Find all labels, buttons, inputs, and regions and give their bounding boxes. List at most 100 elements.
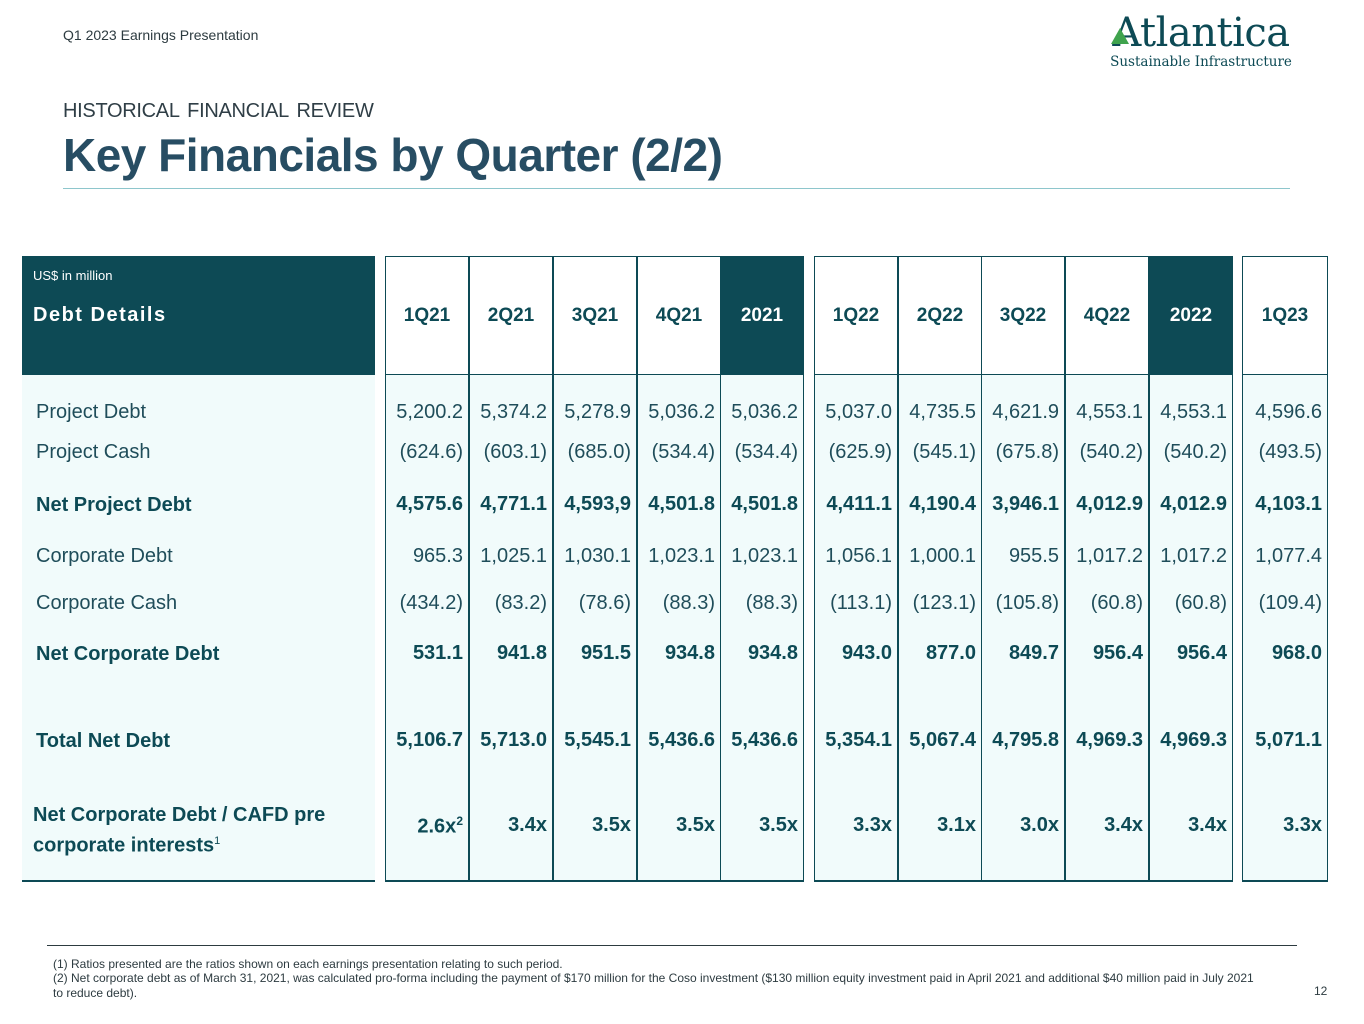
footnote-divider bbox=[47, 945, 1297, 946]
footnote-1: (1) Ratios presented are the ratios show… bbox=[53, 957, 563, 971]
table-cell: 955.5 bbox=[1008, 545, 1059, 567]
title-divider bbox=[63, 188, 1290, 189]
logo-wordmark: Atlantica bbox=[1111, 10, 1290, 56]
column-body: 5,278.9 (685.0) 4,593,9 1,030.1 (78.6) 951.5 5… bbox=[553, 375, 637, 882]
column-4q22: 4Q22 4,553.1 (540.2) 4,012.9 1,017.2 (60.8) 95… bbox=[1065, 256, 1149, 882]
table-cell: 1,025.1 bbox=[480, 545, 547, 567]
column-header: 4Q21 bbox=[637, 256, 721, 375]
table-cell: 3.5x bbox=[592, 814, 631, 836]
table-cell: 2.6x2 bbox=[417, 814, 463, 838]
row-label-project-debt: Project Debt bbox=[36, 401, 147, 423]
table-cell: (105.8) bbox=[995, 592, 1059, 614]
table-cell: (624.6) bbox=[399, 441, 463, 463]
table-cell: 3.3x bbox=[853, 814, 892, 836]
table-cell: 5,545.1 bbox=[564, 729, 631, 751]
table-cell: (123.1) bbox=[912, 592, 976, 614]
table-cell: 4,969.3 bbox=[1076, 729, 1143, 751]
table-cell: (60.8) bbox=[1090, 592, 1143, 614]
column-2q22: 2Q22 4,735.5 (545.1) 4,190.4 1,000.1 (123.1) 8… bbox=[898, 256, 982, 882]
table-cell: 5,436.6 bbox=[648, 729, 715, 751]
column-4q21: 4Q21 5,036.2 (534.4) 4,501.8 1,023.1 (88.3) 93… bbox=[637, 256, 721, 882]
table-header-label: US$ in million Debt Details bbox=[22, 256, 375, 375]
column-1q22: 1Q22 5,037.0 (625.9) 4,411.1 1,056.1 (113.1) 9… bbox=[814, 256, 898, 882]
table-cell: 934.8 bbox=[664, 642, 715, 664]
table-cell: 941.8 bbox=[496, 642, 547, 664]
column-3q21: 3Q21 5,278.9 (685.0) 4,593,9 1,030.1 (78.6) 95… bbox=[553, 256, 637, 882]
table-cell: 943.0 bbox=[841, 642, 892, 664]
table-cell: 1,017.2 bbox=[1076, 545, 1143, 567]
table-cell: (60.8) bbox=[1174, 592, 1227, 614]
table-cell: (113.1) bbox=[830, 592, 892, 614]
column-1q21: 1Q21 5,200.2 (624.6) 4,575.6 965.3 (434.2) 531… bbox=[385, 256, 469, 882]
column-body: 5,374.2 (603.1) 4,771.1 1,025.1 (83.2) 941.8 5… bbox=[469, 375, 553, 882]
row-label-net-corporate-debt: Net Corporate Debt bbox=[36, 643, 220, 665]
table-cell: 951.5 bbox=[580, 642, 631, 664]
table-cell: 1,023.1 bbox=[731, 545, 798, 567]
table-cell: 5,200.2 bbox=[396, 401, 463, 423]
table-cell: 5,067.4 bbox=[909, 729, 976, 751]
logo-triangle-icon bbox=[1111, 28, 1129, 44]
column-3q22: 3Q22 4,621.9 (675.8) 3,946.1 955.5 (105.8) 849… bbox=[981, 256, 1065, 882]
table-cell: 3.5x bbox=[759, 814, 798, 836]
table-cell: 3,946.1 bbox=[992, 493, 1059, 515]
table-cell: 1,056.1 bbox=[825, 545, 892, 567]
table-cell: 3.4x bbox=[508, 814, 547, 836]
column-header: 1Q23 bbox=[1242, 256, 1328, 375]
column-header: 2Q22 bbox=[898, 256, 982, 375]
table-cell: 5,436.6 bbox=[731, 729, 798, 751]
column-body: 4,621.9 (675.8) 3,946.1 955.5 (105.8) 849.7 4,… bbox=[981, 375, 1065, 882]
table-cell: 4,012.9 bbox=[1160, 493, 1227, 515]
table-cell: (545.1) bbox=[912, 441, 976, 463]
page-number: 12 bbox=[1314, 984, 1328, 998]
table-cell: 956.4 bbox=[1176, 642, 1227, 664]
column-header: 3Q22 bbox=[981, 256, 1065, 375]
table-cell: (88.3) bbox=[745, 592, 798, 614]
table-cell: 877.0 bbox=[925, 642, 976, 664]
table-cell: 1,030.1 bbox=[564, 545, 631, 567]
column-header: 2Q21 bbox=[469, 256, 553, 375]
table-cell: (493.5) bbox=[1258, 441, 1322, 463]
table-cell: 5,354.1 bbox=[825, 729, 892, 751]
column-body: 5,036.2 (534.4) 4,501.8 1,023.1 (88.3) 934.8 5… bbox=[720, 375, 804, 882]
section-label: HISTORICAL FINANCIAL REVIEW bbox=[63, 100, 374, 122]
row-label-project-cash: Project Cash bbox=[36, 441, 151, 463]
table-cell: 3.4x bbox=[1104, 814, 1143, 836]
table-cell: 4,411.1 bbox=[826, 493, 892, 515]
table-cell: 3.3x bbox=[1283, 814, 1322, 836]
column-header: 1Q21 bbox=[385, 256, 469, 375]
table-cell: (540.2) bbox=[1079, 441, 1143, 463]
table-cell: 4,771.1 bbox=[480, 493, 547, 515]
table-cell: 3.4x bbox=[1188, 814, 1227, 836]
table-cell: 5,106.7 bbox=[396, 729, 463, 751]
table-cell: (603.1) bbox=[483, 441, 547, 463]
table-cell: 4,103.1 bbox=[1255, 493, 1322, 515]
column-2q21: 2Q21 5,374.2 (603.1) 4,771.1 1,025.1 (83.2) 94… bbox=[469, 256, 553, 882]
table-cell: (88.3) bbox=[662, 592, 715, 614]
table-title: Debt Details bbox=[33, 304, 167, 326]
footnote-ref: 2 bbox=[456, 814, 463, 828]
table-cell: 4,735.5 bbox=[909, 401, 976, 423]
table-cell: 5,037.0 bbox=[825, 401, 892, 423]
table-cell: 956.4 bbox=[1092, 642, 1143, 664]
table-cell: 4,621.9 bbox=[992, 401, 1059, 423]
table-cell: 934.8 bbox=[747, 642, 798, 664]
row-label-corporate-cash: Corporate Cash bbox=[36, 592, 178, 614]
table-cell: 4,501.8 bbox=[648, 493, 715, 515]
table-cell: 4,190.4 bbox=[909, 493, 976, 515]
column-body: 4,735.5 (545.1) 4,190.4 1,000.1 (123.1) 877.0… bbox=[898, 375, 982, 882]
table-cell: (109.4) bbox=[1258, 592, 1322, 614]
table-cell: (675.8) bbox=[995, 441, 1059, 463]
page-title: Key Financials by Quarter (2/2) bbox=[63, 129, 723, 181]
column-header: 1Q22 bbox=[814, 256, 898, 375]
table-cell: (78.6) bbox=[578, 592, 631, 614]
table-cell: 3.0x bbox=[1020, 814, 1059, 836]
table-cell: 1,023.1 bbox=[648, 545, 715, 567]
table-cell: 4,553.1 bbox=[1076, 401, 1143, 423]
table-cell: 5,713.0 bbox=[480, 729, 547, 751]
table-cell: 5,278.9 bbox=[564, 401, 631, 423]
table-cell: 3.5x bbox=[676, 814, 715, 836]
row-label-total-net-debt: Total Net Debt bbox=[36, 730, 171, 752]
table-cell: 1,077.4 bbox=[1255, 545, 1322, 567]
table-cell: 5,374.2 bbox=[480, 401, 547, 423]
debt-details-table: US$ in million Debt Details Project Debt… bbox=[22, 256, 1328, 882]
